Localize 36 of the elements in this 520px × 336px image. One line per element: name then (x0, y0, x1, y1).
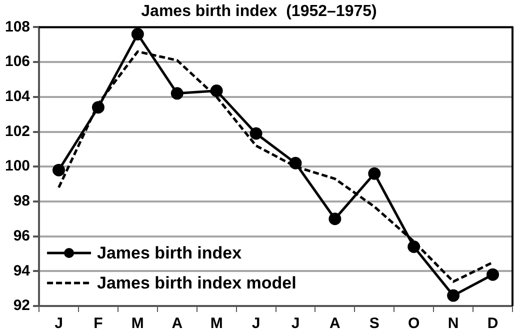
point (289, 156, 302, 170)
point (486, 268, 500, 281)
legend-label: James birth index (97, 244, 242, 263)
y-tick-label: 96 (13, 227, 30, 244)
y-tick-label: 92 (13, 297, 30, 314)
point (170, 87, 184, 100)
x-tick-label: A (330, 315, 341, 332)
y-tick-label: 104 (4, 88, 31, 106)
x-tick-label: F (94, 315, 103, 332)
point (131, 28, 144, 40)
legend-label: James birth index model (97, 274, 296, 293)
y-tick-label: 100 (4, 158, 30, 175)
x-tick-label: N (448, 315, 459, 332)
point (408, 240, 420, 254)
y-tick-label: 108 (4, 18, 30, 36)
x-tick-label: S (369, 315, 380, 332)
x-tick-label: A (172, 315, 183, 332)
point (447, 289, 460, 302)
point (52, 164, 66, 176)
point (368, 167, 381, 180)
x-tick-label: J (291, 315, 300, 332)
x-tick-label: J (252, 315, 260, 332)
x-tick-label: O (408, 315, 420, 332)
y-tick-label: 106 (4, 53, 30, 70)
x-tick-label: D (487, 315, 498, 332)
chart-title: James birth index (1952–1975) (141, 3, 377, 20)
y-tick-label: 102 (4, 122, 30, 140)
point (92, 101, 104, 114)
point (210, 84, 223, 98)
x-tick-label: M (210, 315, 223, 332)
point (250, 127, 262, 140)
y-tick-label: 94 (13, 262, 31, 280)
point (328, 212, 342, 226)
x-tick-label: M (131, 315, 144, 332)
y-tick-label: 98 (13, 192, 30, 210)
x-tick-label: J (54, 315, 63, 332)
